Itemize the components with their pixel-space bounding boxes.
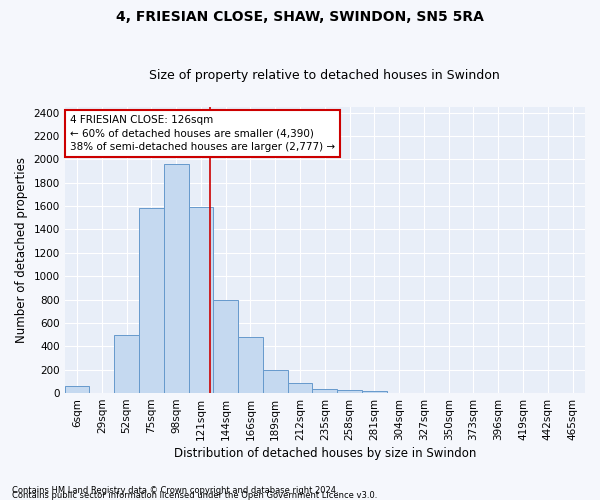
Bar [238, 337, 263, 393]
Bar [164, 164, 188, 393]
Bar [337, 390, 362, 393]
X-axis label: Distribution of detached houses by size in Swindon: Distribution of detached houses by size … [173, 447, 476, 460]
Text: Contains public sector information licensed under the Open Government Licence v3: Contains public sector information licen… [12, 490, 377, 500]
Text: Contains HM Land Registry data © Crown copyright and database right 2024.: Contains HM Land Registry data © Crown c… [12, 486, 338, 495]
Bar [139, 208, 164, 393]
Y-axis label: Number of detached properties: Number of detached properties [15, 157, 28, 343]
Bar [214, 300, 238, 393]
Bar [287, 382, 313, 393]
Bar [114, 334, 139, 393]
Text: 4 FRIESIAN CLOSE: 126sqm
← 60% of detached houses are smaller (4,390)
38% of sem: 4 FRIESIAN CLOSE: 126sqm ← 60% of detach… [70, 116, 335, 152]
Bar [65, 386, 89, 393]
Bar [188, 208, 214, 393]
Bar [263, 370, 287, 393]
Bar [362, 390, 387, 393]
Bar [313, 389, 337, 393]
Text: 4, FRIESIAN CLOSE, SHAW, SWINDON, SN5 5RA: 4, FRIESIAN CLOSE, SHAW, SWINDON, SN5 5R… [116, 10, 484, 24]
Title: Size of property relative to detached houses in Swindon: Size of property relative to detached ho… [149, 69, 500, 82]
